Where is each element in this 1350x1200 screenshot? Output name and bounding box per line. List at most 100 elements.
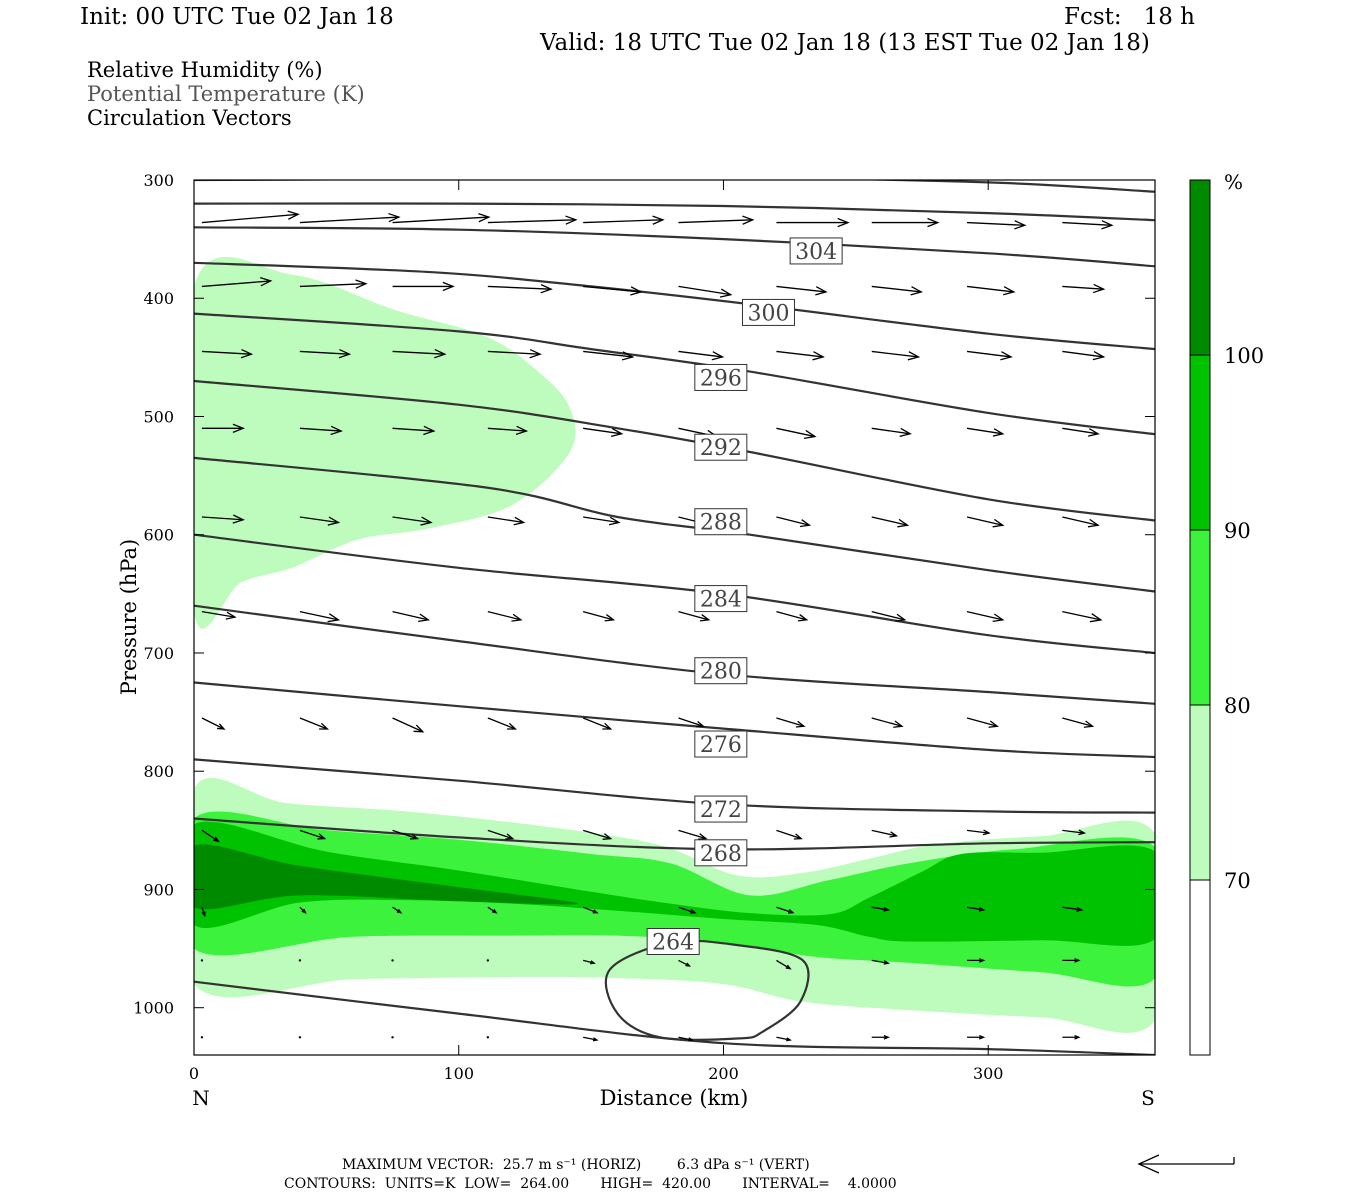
- vector-head: [910, 286, 923, 296]
- vector-arrow-10-5: [678, 1036, 694, 1042]
- vector-arrow-4-4: [583, 516, 621, 526]
- vector-shaft: [299, 829, 325, 840]
- vector-shaft: [299, 717, 328, 730]
- vector-head: [434, 349, 447, 359]
- vector-shaft: [392, 427, 434, 432]
- y-tick-label-600: 600: [143, 526, 174, 545]
- vector-head: [621, 351, 635, 361]
- vector-head: [1076, 906, 1084, 912]
- vector-arrow-0-9: [1062, 220, 1114, 230]
- colorbar-label-70: 70: [1224, 869, 1251, 893]
- contour-label-300: 300: [741, 298, 795, 326]
- vector-arrow-5-1: [299, 610, 341, 623]
- x-tick-label-100: 100: [443, 1064, 474, 1083]
- vector-shaft: [392, 350, 445, 355]
- vector-shaft: [871, 427, 911, 435]
- vector-shaft: [201, 280, 271, 288]
- theta-contour-7: [194, 533, 1155, 655]
- vector-head: [259, 277, 273, 287]
- vector-head: [1087, 518, 1100, 528]
- vector-arrow-2-4: [583, 350, 635, 361]
- vector-arrow-1-1: [299, 279, 368, 289]
- vector-head: [979, 958, 986, 963]
- vector-shaft: [776, 1036, 791, 1041]
- vector-head: [786, 1037, 792, 1042]
- vector-shaft: [582, 906, 598, 914]
- vector-head: [1092, 283, 1106, 294]
- colorbar-segment-90: [1190, 355, 1210, 530]
- vector-arrow-6-7: [871, 717, 904, 728]
- vector-arrow-3-8: [966, 427, 1005, 437]
- vector-arrow-7-4: [582, 829, 613, 840]
- vector-head: [201, 911, 206, 918]
- vector-dot: [486, 959, 490, 962]
- vector-arrow-2-1: [299, 348, 352, 359]
- vector-head: [478, 212, 491, 223]
- vector-shaft: [871, 285, 922, 293]
- colorbar-frame: [1189, 179, 1211, 1056]
- vector-shaft: [678, 959, 690, 967]
- vector-shaft: [678, 610, 709, 621]
- vector-head: [897, 518, 910, 528]
- vector-shaft: [967, 221, 1025, 226]
- vector-shaft: [776, 829, 802, 840]
- vector-shaft: [871, 610, 905, 621]
- vector-arrow-1-7: [871, 285, 923, 296]
- rh-fill-layer: [194, 256, 1155, 1033]
- vector-arrow-9-5: [678, 959, 692, 967]
- axes-layer: 300 400 500 600 700 800 900 1000 0 100 200 300: [133, 171, 1155, 1083]
- x-axis-label: Distance (km): [600, 1086, 749, 1110]
- theta-contour-12: [194, 980, 1155, 1055]
- vector-shaft: [583, 516, 620, 524]
- vector-arrow-2-2: [392, 349, 447, 359]
- colorbar-segment-80: [1190, 530, 1210, 705]
- vector-arrow-1-0: [201, 277, 273, 288]
- vector-shaft: [487, 350, 541, 355]
- vector-arrow-7-0: [201, 829, 220, 843]
- theta-contour-4: [194, 312, 1155, 436]
- vector-head: [889, 831, 899, 838]
- colorbar: 70 80 90 100%: [1189, 170, 1264, 1056]
- vector-shaft: [299, 427, 342, 432]
- vector-shaft: [1062, 906, 1082, 911]
- vector-head: [592, 909, 599, 914]
- vector-head: [418, 613, 431, 623]
- contour-label-box: [789, 237, 843, 265]
- vector-head: [788, 909, 795, 914]
- vector-shaft: [583, 285, 641, 293]
- vector-head: [742, 215, 755, 225]
- vector-arrow-6-6: [776, 717, 806, 728]
- vector-arrow-6-4: [582, 717, 613, 730]
- vector-arrow-0-7: [871, 217, 940, 228]
- vector-head: [217, 723, 226, 730]
- vector-shaft: [776, 516, 810, 526]
- contour-label-box: [646, 927, 700, 955]
- vector-arrow-8-7: [871, 906, 890, 912]
- vector-shaft: [582, 829, 611, 840]
- colorbar-segment-100: [1190, 180, 1210, 355]
- vector-head: [690, 909, 697, 914]
- vector-shaft: [678, 829, 707, 840]
- forecast-hour: Fcst: 18 h: [1064, 4, 1195, 30]
- vector-head: [602, 833, 613, 840]
- contour-label-text: 300: [747, 301, 789, 326]
- vector-head: [699, 614, 711, 622]
- vector-shaft: [678, 717, 704, 727]
- vector-head: [992, 613, 1005, 623]
- contour-label-box: [694, 433, 748, 461]
- vector-shaft: [1062, 350, 1104, 358]
- vector-arrow-4-8: [966, 516, 1005, 528]
- vector-arrow-6-8: [966, 717, 999, 728]
- vector-arrow-7-8: [966, 829, 991, 836]
- vector-head: [1002, 286, 1016, 296]
- theta-contour-3: [194, 261, 1155, 351]
- x-tick-label-300: 300: [973, 1064, 1004, 1083]
- vector-shaft: [201, 610, 236, 618]
- vector-arrow-4-0: [201, 514, 245, 524]
- vector-arrow-8-6: [776, 906, 795, 914]
- vector-arrow-10-0: [200, 1036, 204, 1039]
- vector-head: [893, 720, 904, 728]
- vector-shaft: [299, 216, 399, 224]
- contour-label-box: [694, 508, 748, 536]
